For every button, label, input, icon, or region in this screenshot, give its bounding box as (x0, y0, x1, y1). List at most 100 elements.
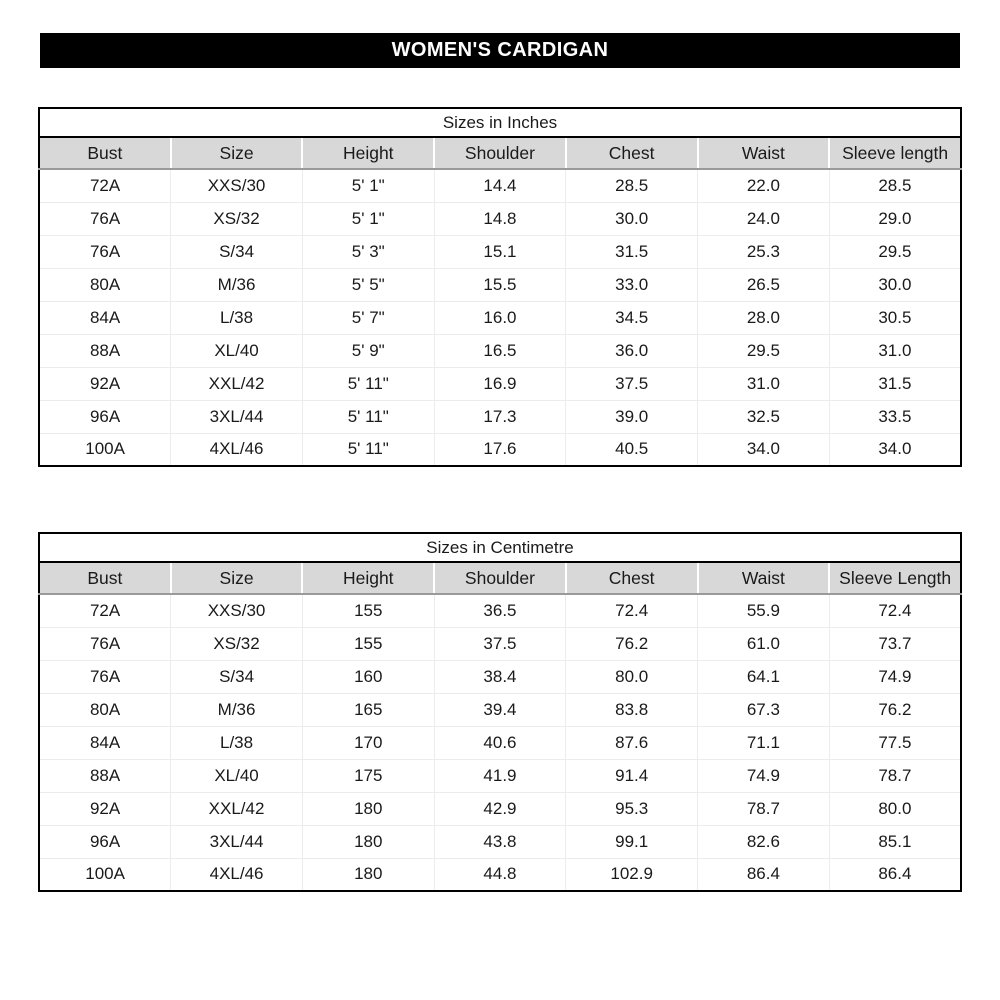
table-cell: 32.5 (697, 399, 830, 433)
table-cell: 16.0 (433, 300, 566, 334)
table-cell: 64.1 (697, 659, 830, 693)
table-row: 100A 4XL/46 5' 11" 17.6 40.5 34.0 34.0 (39, 432, 961, 466)
table-cell: 170 (301, 725, 435, 759)
table-cell: XL/40 (170, 758, 303, 792)
table-cell: 80.0 (565, 659, 698, 693)
table-cell: 78.7 (828, 758, 961, 792)
table-cell: 95.3 (565, 791, 698, 825)
column-header: Sleeve length (828, 137, 961, 170)
table-cell: XXL/42 (170, 366, 303, 400)
table-row: 84A L/38 5' 7" 16.0 34.5 28.0 30.5 (39, 300, 961, 334)
table-row: 96A 3XL/44 5' 11" 17.3 39.0 32.5 33.5 (39, 399, 961, 433)
table-cell: XS/32 (170, 626, 303, 660)
table-cell: 155 (301, 626, 435, 660)
table-cell: 102.9 (565, 857, 698, 891)
table-cell: 86.4 (697, 857, 830, 891)
table-cell: 15.1 (433, 234, 566, 268)
table-cell: 76A (39, 626, 171, 660)
column-header: Waist (696, 562, 830, 595)
table-cell: 92A (39, 366, 171, 400)
table-cell: 3XL/44 (170, 399, 303, 433)
column-header: Height (301, 562, 435, 595)
table-title-inches: Sizes in Inches (39, 108, 961, 138)
table-row: 88A XL/40 5' 9" 16.5 36.0 29.5 31.0 (39, 333, 961, 367)
table-title-row: Sizes in Inches (39, 108, 961, 138)
column-header: Sleeve Length (828, 562, 961, 595)
table-cell: 26.5 (697, 267, 830, 301)
table-cell: 61.0 (697, 626, 830, 660)
table-cell: 73.7 (828, 626, 961, 660)
table-row: 88A XL/40 175 41.9 91.4 74.9 78.7 (39, 758, 961, 792)
table-cell: 37.5 (565, 366, 698, 400)
table-row: 76A S/34 5' 3" 15.1 31.5 25.3 29.5 (39, 234, 961, 268)
table-cell: 74.9 (697, 758, 830, 792)
table-cell: 14.4 (433, 169, 566, 202)
table-row: 76A XS/32 5' 1" 14.8 30.0 24.0 29.0 (39, 201, 961, 235)
column-header-row: Bust Size Height Shoulder Chest Waist Sleeve l… (39, 137, 961, 170)
table-cell: 92A (39, 791, 171, 825)
table-cell: 17.6 (433, 432, 566, 466)
table-cell: 39.0 (565, 399, 698, 433)
table-cell: 76A (39, 659, 171, 693)
table-cell: XL/40 (170, 333, 303, 367)
table-cell: 42.9 (433, 791, 566, 825)
column-header: Shoulder (433, 137, 566, 170)
table-cell: 28.0 (697, 300, 830, 334)
column-header: Bust (39, 562, 171, 595)
table-cell: 29.0 (828, 201, 961, 235)
table-cell: M/36 (170, 267, 303, 301)
table-cell: 180 (301, 791, 435, 825)
table-cell: 5' 11" (301, 432, 435, 466)
table-cell: 160 (301, 659, 435, 693)
table-row: 100A 4XL/46 180 44.8 102.9 86.4 86.4 (39, 857, 961, 891)
table-cell: 76A (39, 234, 171, 268)
table-cell: 4XL/46 (170, 432, 303, 466)
table-row: 76A XS/32 155 37.5 76.2 61.0 73.7 (39, 626, 961, 660)
table-cell: 72A (39, 169, 171, 202)
table-cell: 33.0 (565, 267, 698, 301)
table-cell: 29.5 (828, 234, 961, 268)
table-cell: 72.4 (565, 594, 698, 627)
table-cell: 24.0 (697, 201, 830, 235)
column-header: Shoulder (433, 562, 566, 595)
table-cell: 85.1 (828, 824, 961, 858)
table-cell: 5' 11" (301, 399, 435, 433)
table-cell: 180 (301, 824, 435, 858)
page-title: WOMEN'S CARDIGAN (391, 39, 609, 61)
table-cell: 78.7 (697, 791, 830, 825)
column-header: Size (169, 562, 303, 595)
table-cell: 25.3 (697, 234, 830, 268)
table-cell: 76.2 (565, 626, 698, 660)
table-cell: 4XL/46 (170, 857, 303, 891)
table-cell: 41.9 (433, 758, 566, 792)
table-cell: 22.0 (697, 169, 830, 202)
table-cell: 76A (39, 201, 171, 235)
table-cell: 30.0 (565, 201, 698, 235)
table-cell: 55.9 (697, 594, 830, 627)
table-row: 76A S/34 160 38.4 80.0 64.1 74.9 (39, 659, 961, 693)
column-header: Chest (564, 562, 698, 595)
inches-table-body: 72A XXS/30 5' 1" 14.4 28.5 22.0 28.5 76A XS/32 5'… (39, 169, 961, 466)
table-cell: 67.3 (697, 692, 830, 726)
table-row: 72A XXS/30 5' 1" 14.4 28.5 22.0 28.5 (39, 169, 961, 202)
table-cell: XS/32 (170, 201, 303, 235)
table-cell: 76.2 (828, 692, 961, 726)
table-row: 72A XXS/30 155 36.5 72.4 55.9 72.4 (39, 594, 961, 627)
table-cell: 44.8 (433, 857, 566, 891)
table-cell: 31.0 (828, 333, 961, 367)
table-cell: XXS/30 (170, 169, 303, 202)
table-cell: M/36 (170, 692, 303, 726)
column-header: Height (301, 137, 435, 170)
table-cell: S/34 (170, 659, 303, 693)
table-cell: 5' 5" (301, 267, 435, 301)
table-cell: 155 (301, 594, 435, 627)
table-cell: 82.6 (697, 824, 830, 858)
table-cell: 17.3 (433, 399, 566, 433)
table-cell: 86.4 (828, 857, 961, 891)
table-row: 92A XXL/42 180 42.9 95.3 78.7 80.0 (39, 791, 961, 825)
table-cell: 180 (301, 857, 435, 891)
table-cell: 28.5 (828, 169, 961, 202)
table-title-row: Sizes in Centimetre (39, 533, 961, 563)
table-cell: 39.4 (433, 692, 566, 726)
table-cell: 40.6 (433, 725, 566, 759)
